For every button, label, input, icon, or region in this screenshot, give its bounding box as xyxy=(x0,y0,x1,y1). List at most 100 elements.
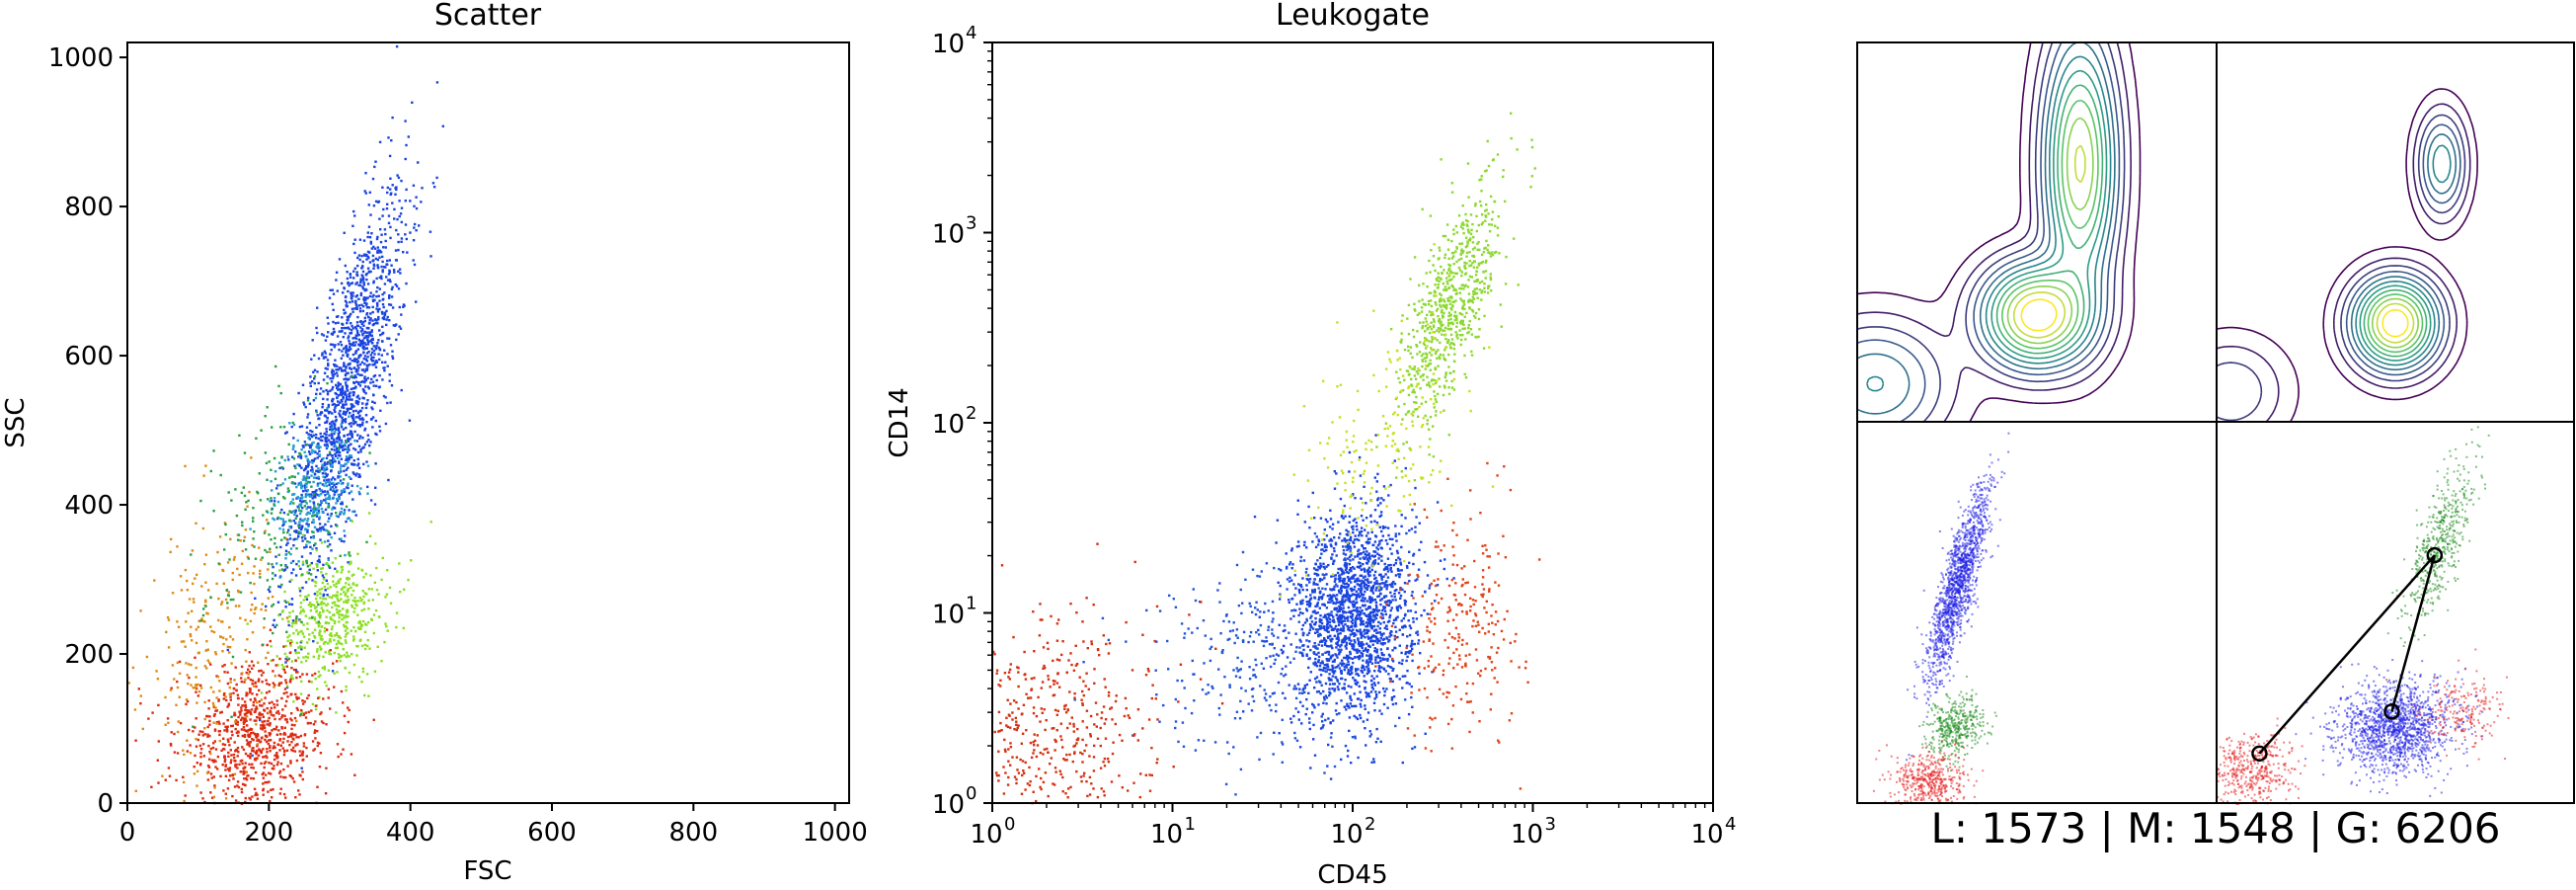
leukogate-point-s0 xyxy=(1312,581,1315,584)
scatter-point-s2 xyxy=(353,607,356,610)
leukogate-point-s0 xyxy=(1343,600,1347,604)
scatter-point-s0 xyxy=(346,371,349,375)
scatter-point-s0 xyxy=(338,431,341,434)
scatter-point-s2 xyxy=(294,651,297,655)
scatter-point-s0 xyxy=(332,327,336,331)
leukogate-point-s0 xyxy=(1398,573,1402,576)
leukogate-point-s0 xyxy=(1357,674,1361,677)
leukogate-point-s0 xyxy=(1410,695,1413,699)
scatter-point-s3 xyxy=(236,767,239,769)
scatter-point-s3 xyxy=(277,712,280,715)
scatter-point-s0 xyxy=(282,523,285,526)
leukogate-point-s0 xyxy=(1262,667,1266,670)
scatter-point-s3 xyxy=(296,708,299,711)
scatter-point-s0 xyxy=(300,767,303,769)
scatter-point-s0 xyxy=(337,388,340,391)
leukogate-point-s0 xyxy=(1392,667,1395,671)
scatter-point-s5 xyxy=(259,576,262,579)
scatter-point-s2 xyxy=(386,569,389,572)
scatter-point-s4 xyxy=(186,589,190,592)
scatter-point-s0 xyxy=(338,495,341,499)
scatter-point-s3 xyxy=(209,791,212,794)
scatter-point-s5 xyxy=(349,554,351,557)
scatter-point-s1 xyxy=(317,475,320,479)
scatter-point-s4 xyxy=(201,619,204,622)
scatter-point-s2 xyxy=(296,632,300,636)
scatter-point-s3 xyxy=(227,755,230,758)
scatter-point-s3 xyxy=(258,670,261,673)
scatter-point-s1 xyxy=(312,480,315,484)
scatter-point-s0 xyxy=(272,565,274,569)
leukogate-point-s0 xyxy=(1350,568,1353,571)
scatter-point-s5 xyxy=(244,508,247,511)
leukogate-point-s0 xyxy=(1341,579,1344,583)
leukogate-point-s0 xyxy=(1366,621,1370,624)
leukogate-point-s0 xyxy=(1369,588,1373,591)
scatter-point-s2 xyxy=(375,566,378,570)
scatter-point-s0 xyxy=(346,378,350,381)
scatter-point-s0 xyxy=(329,411,332,414)
scatter-point-s3 xyxy=(197,733,200,736)
scatter-point-s0 xyxy=(351,375,354,379)
scatter-point-s3 xyxy=(298,750,301,753)
scatter-point-s3 xyxy=(243,681,246,684)
scatter-point-s2 xyxy=(361,670,365,674)
scatter-point-s5 xyxy=(273,477,277,481)
scatter-point-s0 xyxy=(400,179,403,183)
leukogate-point-s0 xyxy=(1372,629,1376,632)
scatter-point-s0 xyxy=(378,358,381,362)
scatter-point-s0 xyxy=(352,270,355,273)
leukogate-point-s0 xyxy=(1387,673,1390,676)
scatter-point-s0 xyxy=(372,245,375,249)
scatter-point-s0 xyxy=(332,374,335,378)
scatter-point-s3 xyxy=(340,689,344,693)
leukogate-point-s0 xyxy=(1348,598,1351,601)
leukogate-point-s0 xyxy=(1318,668,1321,672)
scatter-point-s4 xyxy=(176,661,180,665)
scatter-point-s3 xyxy=(249,689,252,692)
leukogate-point-s0 xyxy=(1324,588,1327,591)
leukogate-point-s0 xyxy=(1312,645,1315,648)
leukogate-point-s0 xyxy=(1322,695,1326,699)
scatter-point-s5 xyxy=(209,596,212,599)
scatter-point-s3 xyxy=(269,745,272,748)
scatter-point-s2 xyxy=(320,541,324,544)
scatter-point-s0 xyxy=(331,385,335,389)
scatter-point-s2 xyxy=(358,596,361,600)
leukogate-point-s0 xyxy=(1356,673,1360,676)
scatter-point-s3 xyxy=(178,660,182,664)
leukogate-point-s0 xyxy=(1280,648,1283,652)
scatter-point-s4 xyxy=(267,711,271,714)
scatter-point-s0 xyxy=(381,361,384,364)
scatter-point-s0 xyxy=(351,415,353,418)
leukogate-point-s0 xyxy=(1302,687,1305,690)
leukogate-point-s0 xyxy=(1346,615,1350,618)
leukogate-point-s0 xyxy=(1301,704,1304,707)
scatter-point-s3 xyxy=(289,678,292,682)
scatter-point-s0 xyxy=(363,288,366,292)
scatter-point-s1 xyxy=(326,407,329,410)
leukogate-point-s0 xyxy=(1415,617,1419,620)
scatter-point-s0 xyxy=(396,174,399,177)
scatter-point-s3 xyxy=(305,746,308,750)
scatter-point-s3 xyxy=(301,770,304,773)
leukogate-point-s0 xyxy=(1334,543,1338,546)
scatter-point-s1 xyxy=(322,475,325,478)
scatter-point-s3 xyxy=(313,672,317,676)
scatter-point-s0 xyxy=(335,482,338,486)
leukogate-point-s0 xyxy=(1368,645,1371,649)
scatter-point-s0 xyxy=(388,294,391,297)
scatter-point-s4 xyxy=(259,572,262,576)
scatter-point-s0 xyxy=(361,285,364,288)
scatter-point-s2 xyxy=(372,613,376,616)
scatter-point-s0 xyxy=(346,434,350,437)
leukogate-point-s0 xyxy=(1369,690,1373,693)
scatter-point-s0 xyxy=(311,497,314,500)
scatter-point-s0 xyxy=(338,330,341,333)
scatter-point-s0 xyxy=(353,251,356,255)
scatter-point-s4 xyxy=(233,772,237,775)
scatter-point-s4 xyxy=(249,619,253,623)
scatter-point-s2 xyxy=(333,613,336,617)
scatter-point-s0 xyxy=(274,555,277,558)
scatter-point-s3 xyxy=(244,708,247,711)
